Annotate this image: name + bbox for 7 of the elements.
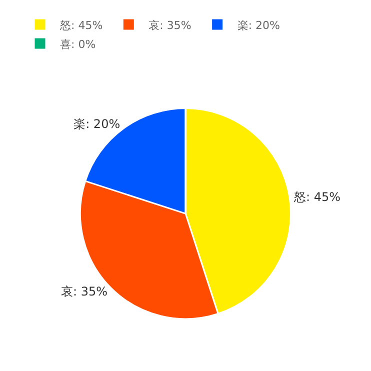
slice-label: 怒: 45% — [293, 190, 341, 204]
legend-label: 楽: 20% — [237, 18, 280, 32]
legend-label: 喜: 0% — [60, 38, 96, 51]
legend-label: 怒: 45% — [59, 18, 103, 32]
legend-label: 哀: 35% — [148, 18, 192, 32]
slice-label: 楽: 20% — [74, 116, 120, 131]
slice-label: 哀: 35% — [61, 284, 108, 299]
